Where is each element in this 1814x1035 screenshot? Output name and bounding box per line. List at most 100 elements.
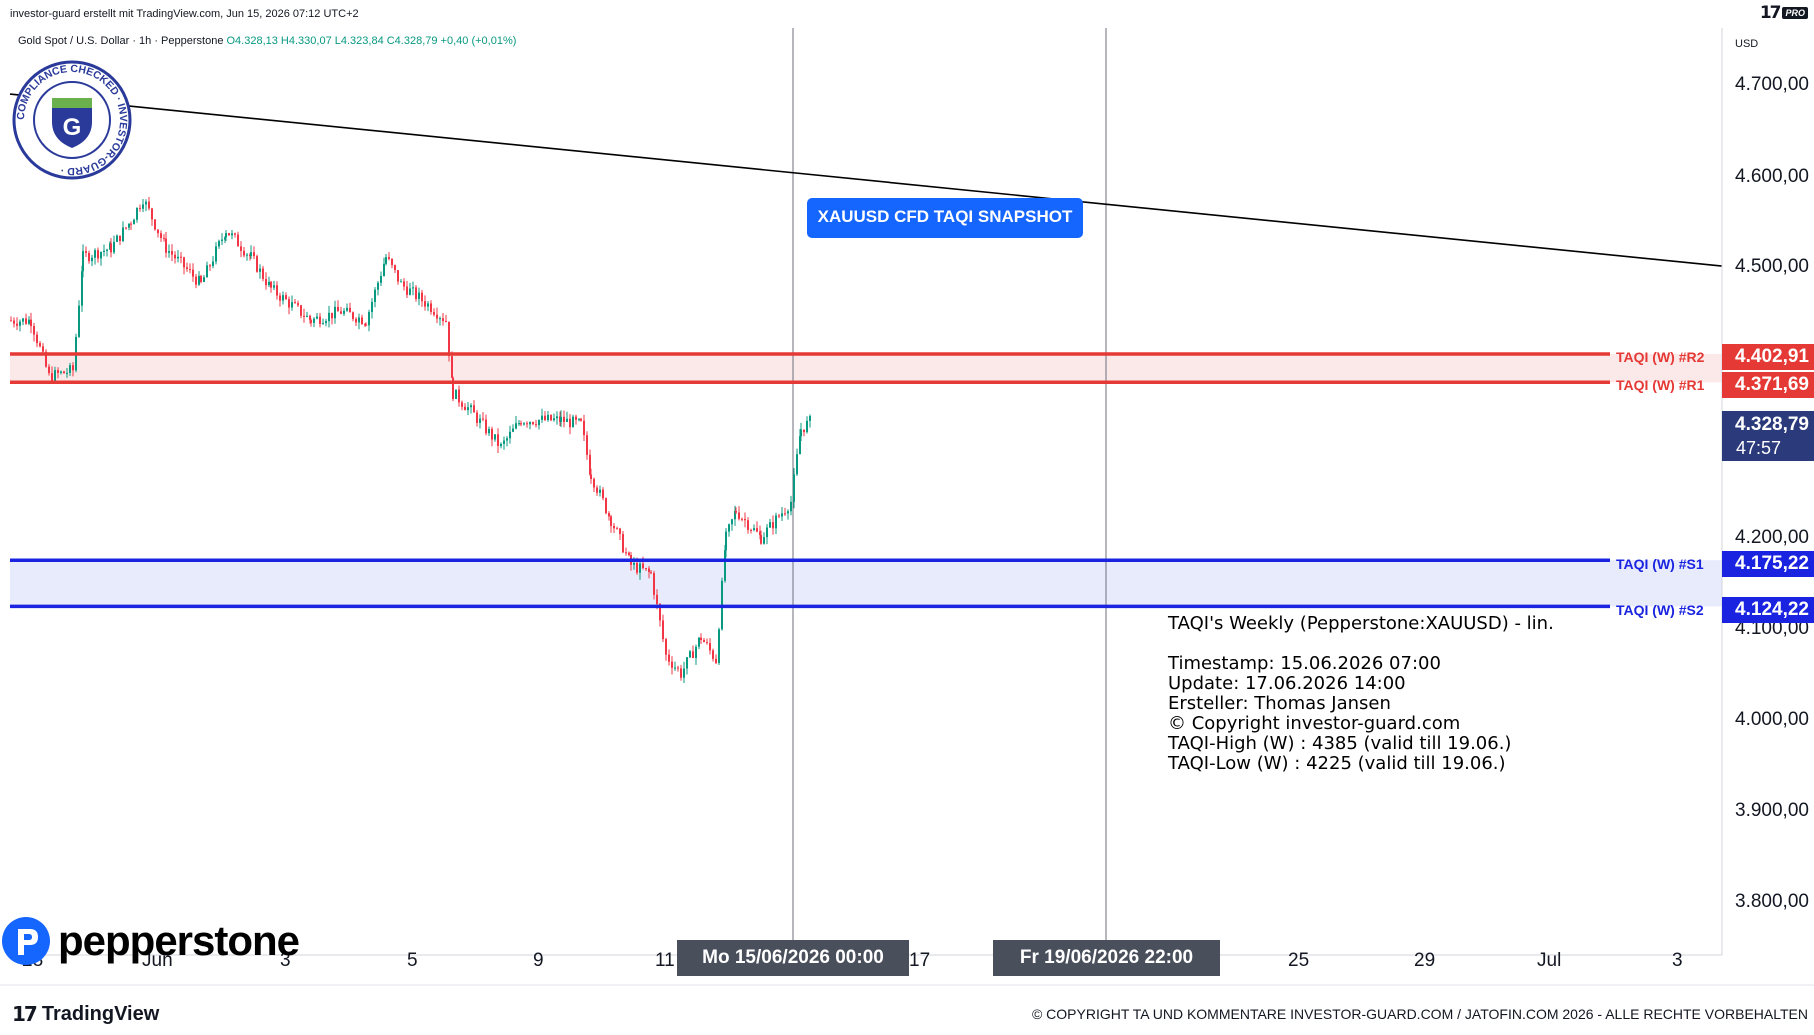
candle-body xyxy=(686,657,688,669)
candle-body xyxy=(590,474,592,480)
candle-body xyxy=(294,302,296,304)
candle-body xyxy=(391,258,393,266)
price-tick: 4.100,00 xyxy=(1735,618,1809,639)
candle-body xyxy=(103,250,105,252)
candle-body xyxy=(547,414,549,421)
candle-body xyxy=(51,373,53,382)
candle-body xyxy=(418,292,420,299)
candle-body xyxy=(586,435,588,455)
candle-body xyxy=(583,420,585,436)
candle-body xyxy=(415,287,417,299)
candle-body xyxy=(221,239,223,241)
candle-body xyxy=(482,418,484,420)
candle-body xyxy=(63,371,65,374)
candle-body xyxy=(433,312,435,315)
candle-body xyxy=(488,428,490,434)
ohlc-values: O4.328,13 H4.330,07 L4.323,84 C4.328,79 … xyxy=(226,35,517,47)
candle-body xyxy=(228,233,230,236)
candle-body xyxy=(180,256,182,258)
candle-body xyxy=(243,250,245,256)
candle-body xyxy=(636,562,638,573)
pepperstone-logo: pepperstone xyxy=(0,915,300,967)
candle-body xyxy=(22,318,24,322)
price-tick: 4.500,00 xyxy=(1735,256,1809,277)
candle-body xyxy=(436,314,438,319)
candle-body xyxy=(48,366,50,374)
candle-body xyxy=(218,240,220,247)
candlestick-series xyxy=(10,197,811,684)
candle-body xyxy=(82,251,84,272)
candle-body xyxy=(400,281,402,283)
candle-body xyxy=(259,268,261,272)
level-tag-s2: TAQI (W) #S2 xyxy=(1616,602,1704,618)
candle-body xyxy=(268,281,270,286)
candle-body xyxy=(291,302,293,308)
candle-body xyxy=(753,528,755,531)
candle-body xyxy=(464,406,466,411)
candle-body xyxy=(650,572,652,574)
tradingview-logo-icon: 17 xyxy=(12,1002,38,1026)
candle-body xyxy=(316,316,318,319)
candle-body xyxy=(578,418,580,420)
tradingview-brand[interactable]: 17 TradingView xyxy=(12,1002,159,1026)
symbol-legend: Gold Spot / U.S. Dollar · 1h · Peppersto… xyxy=(18,35,516,47)
candle-body xyxy=(116,235,118,242)
candle-body xyxy=(800,429,802,437)
level-value-s1: 4.175,22 xyxy=(1722,551,1814,577)
candle-body xyxy=(709,643,711,651)
candle-body xyxy=(337,306,339,312)
badge-letter: G xyxy=(63,114,82,141)
price-tick: 3.800,00 xyxy=(1735,891,1809,912)
candle-body xyxy=(738,512,740,519)
candle-body xyxy=(16,323,18,326)
candle-body xyxy=(306,315,308,317)
candle-body xyxy=(273,285,275,288)
candle-body xyxy=(128,223,130,228)
candle-body xyxy=(556,416,558,419)
level-tag-s1: TAQI (W) #S1 xyxy=(1616,556,1704,572)
time-tick: 29 xyxy=(1414,950,1436,971)
symbol-name: Gold Spot / U.S. Dollar · 1h · Peppersto… xyxy=(18,35,224,47)
candle-body xyxy=(602,489,604,499)
candle-body xyxy=(334,306,336,319)
price-tick: 4.600,00 xyxy=(1735,166,1809,187)
candle-body xyxy=(683,668,685,678)
candle-body xyxy=(174,254,176,259)
candle-body xyxy=(628,552,630,556)
candle-body xyxy=(775,515,777,529)
candle-body xyxy=(692,651,694,658)
candle-body xyxy=(177,256,179,259)
candle-body xyxy=(72,365,74,371)
candle-body xyxy=(503,440,505,444)
level-bands xyxy=(10,354,1722,607)
candle-body xyxy=(589,454,591,475)
candle-body xyxy=(225,233,227,238)
pepperstone-wordmark: pepperstone xyxy=(58,917,300,964)
candle-body xyxy=(388,257,390,259)
candle-body xyxy=(195,276,197,285)
time-tick: 11 xyxy=(655,950,675,971)
candle-body xyxy=(452,377,454,399)
candle-body xyxy=(787,511,789,514)
candle-body xyxy=(54,370,56,382)
candle-body xyxy=(285,295,287,300)
candle-body xyxy=(36,334,38,344)
candle-body xyxy=(346,307,348,311)
candle-body xyxy=(250,252,252,257)
candle-body xyxy=(445,321,447,323)
candle-body xyxy=(515,423,517,429)
candle-body xyxy=(526,423,528,425)
candle-body xyxy=(125,227,127,229)
taqi-info-box: TAQI's Weekly (Pepperstone:XAUUSD) - lin… xyxy=(1168,614,1554,774)
tradingview-logo-icon: 17 xyxy=(1759,3,1782,23)
candle-body xyxy=(703,640,705,643)
candle-body xyxy=(442,318,444,322)
candle-body xyxy=(33,326,35,335)
candle-body xyxy=(215,246,217,262)
candle-body xyxy=(276,285,278,296)
candle-body xyxy=(365,324,367,326)
candle-body xyxy=(580,418,582,421)
candle-body xyxy=(485,419,487,434)
candle-body xyxy=(572,416,574,428)
